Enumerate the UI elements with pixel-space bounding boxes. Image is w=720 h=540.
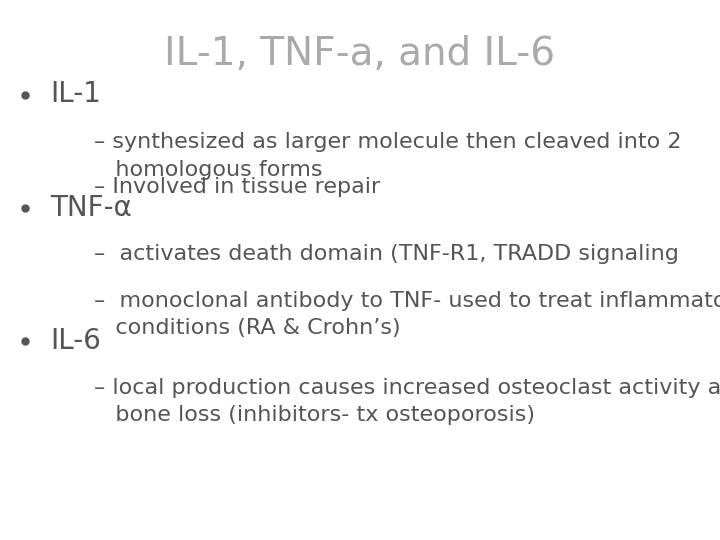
Text: – local production causes increased osteoclast activity and
   bone loss (inhibi: – local production causes increased oste…	[94, 378, 720, 425]
Text: IL-1, TNF-a, and IL-6: IL-1, TNF-a, and IL-6	[164, 35, 556, 73]
Text: –  activates death domain (TNF-R1, TRADD signaling: – activates death domain (TNF-R1, TRADD …	[94, 244, 678, 264]
Text: IL-1: IL-1	[50, 80, 102, 109]
Text: – Involved in tissue repair: – Involved in tissue repair	[94, 177, 380, 197]
Text: TNF-α: TNF-α	[50, 194, 132, 222]
Text: –  monoclonal antibody to TNF- used to treat inflammatory
   conditions (RA & Cr: – monoclonal antibody to TNF- used to tr…	[94, 291, 720, 338]
Text: IL-6: IL-6	[50, 327, 102, 355]
Text: – synthesized as larger molecule then cleaved into 2
   homologous forms: – synthesized as larger molecule then cl…	[94, 132, 681, 179]
